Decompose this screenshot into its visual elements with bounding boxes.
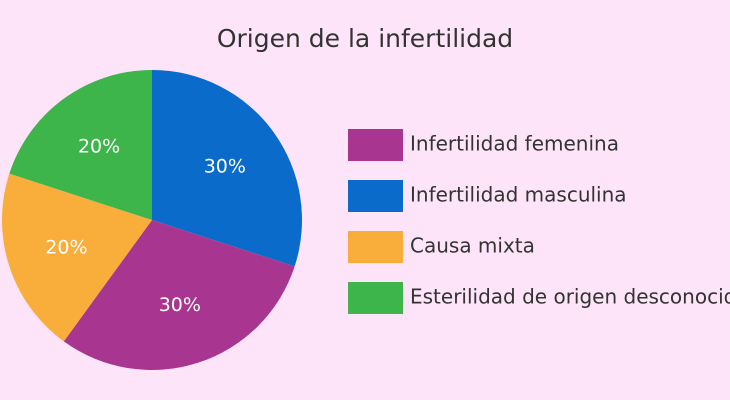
chart-title: Origen de la infertilidad [217, 24, 513, 53]
slice-label: 30% [159, 294, 201, 316]
slice-label: 30% [204, 156, 246, 178]
legend-label: Infertilidad masculina [410, 183, 627, 207]
legend-label: Causa mixta [410, 234, 535, 258]
slice-label: 20% [45, 236, 87, 258]
slice-label: 20% [78, 136, 120, 158]
pie-slice [9, 70, 152, 220]
legend-label: Infertilidad femenina [410, 132, 619, 156]
legend-swatch [348, 231, 403, 263]
legend-swatch [348, 180, 403, 212]
pie-slice [63, 220, 295, 370]
pie-slice [1, 173, 153, 342]
pie-slice [152, 70, 303, 267]
legend-label: Esterilidad de origen desconocido [410, 285, 730, 309]
legend-swatch [348, 129, 403, 161]
legend-swatch [348, 282, 403, 314]
